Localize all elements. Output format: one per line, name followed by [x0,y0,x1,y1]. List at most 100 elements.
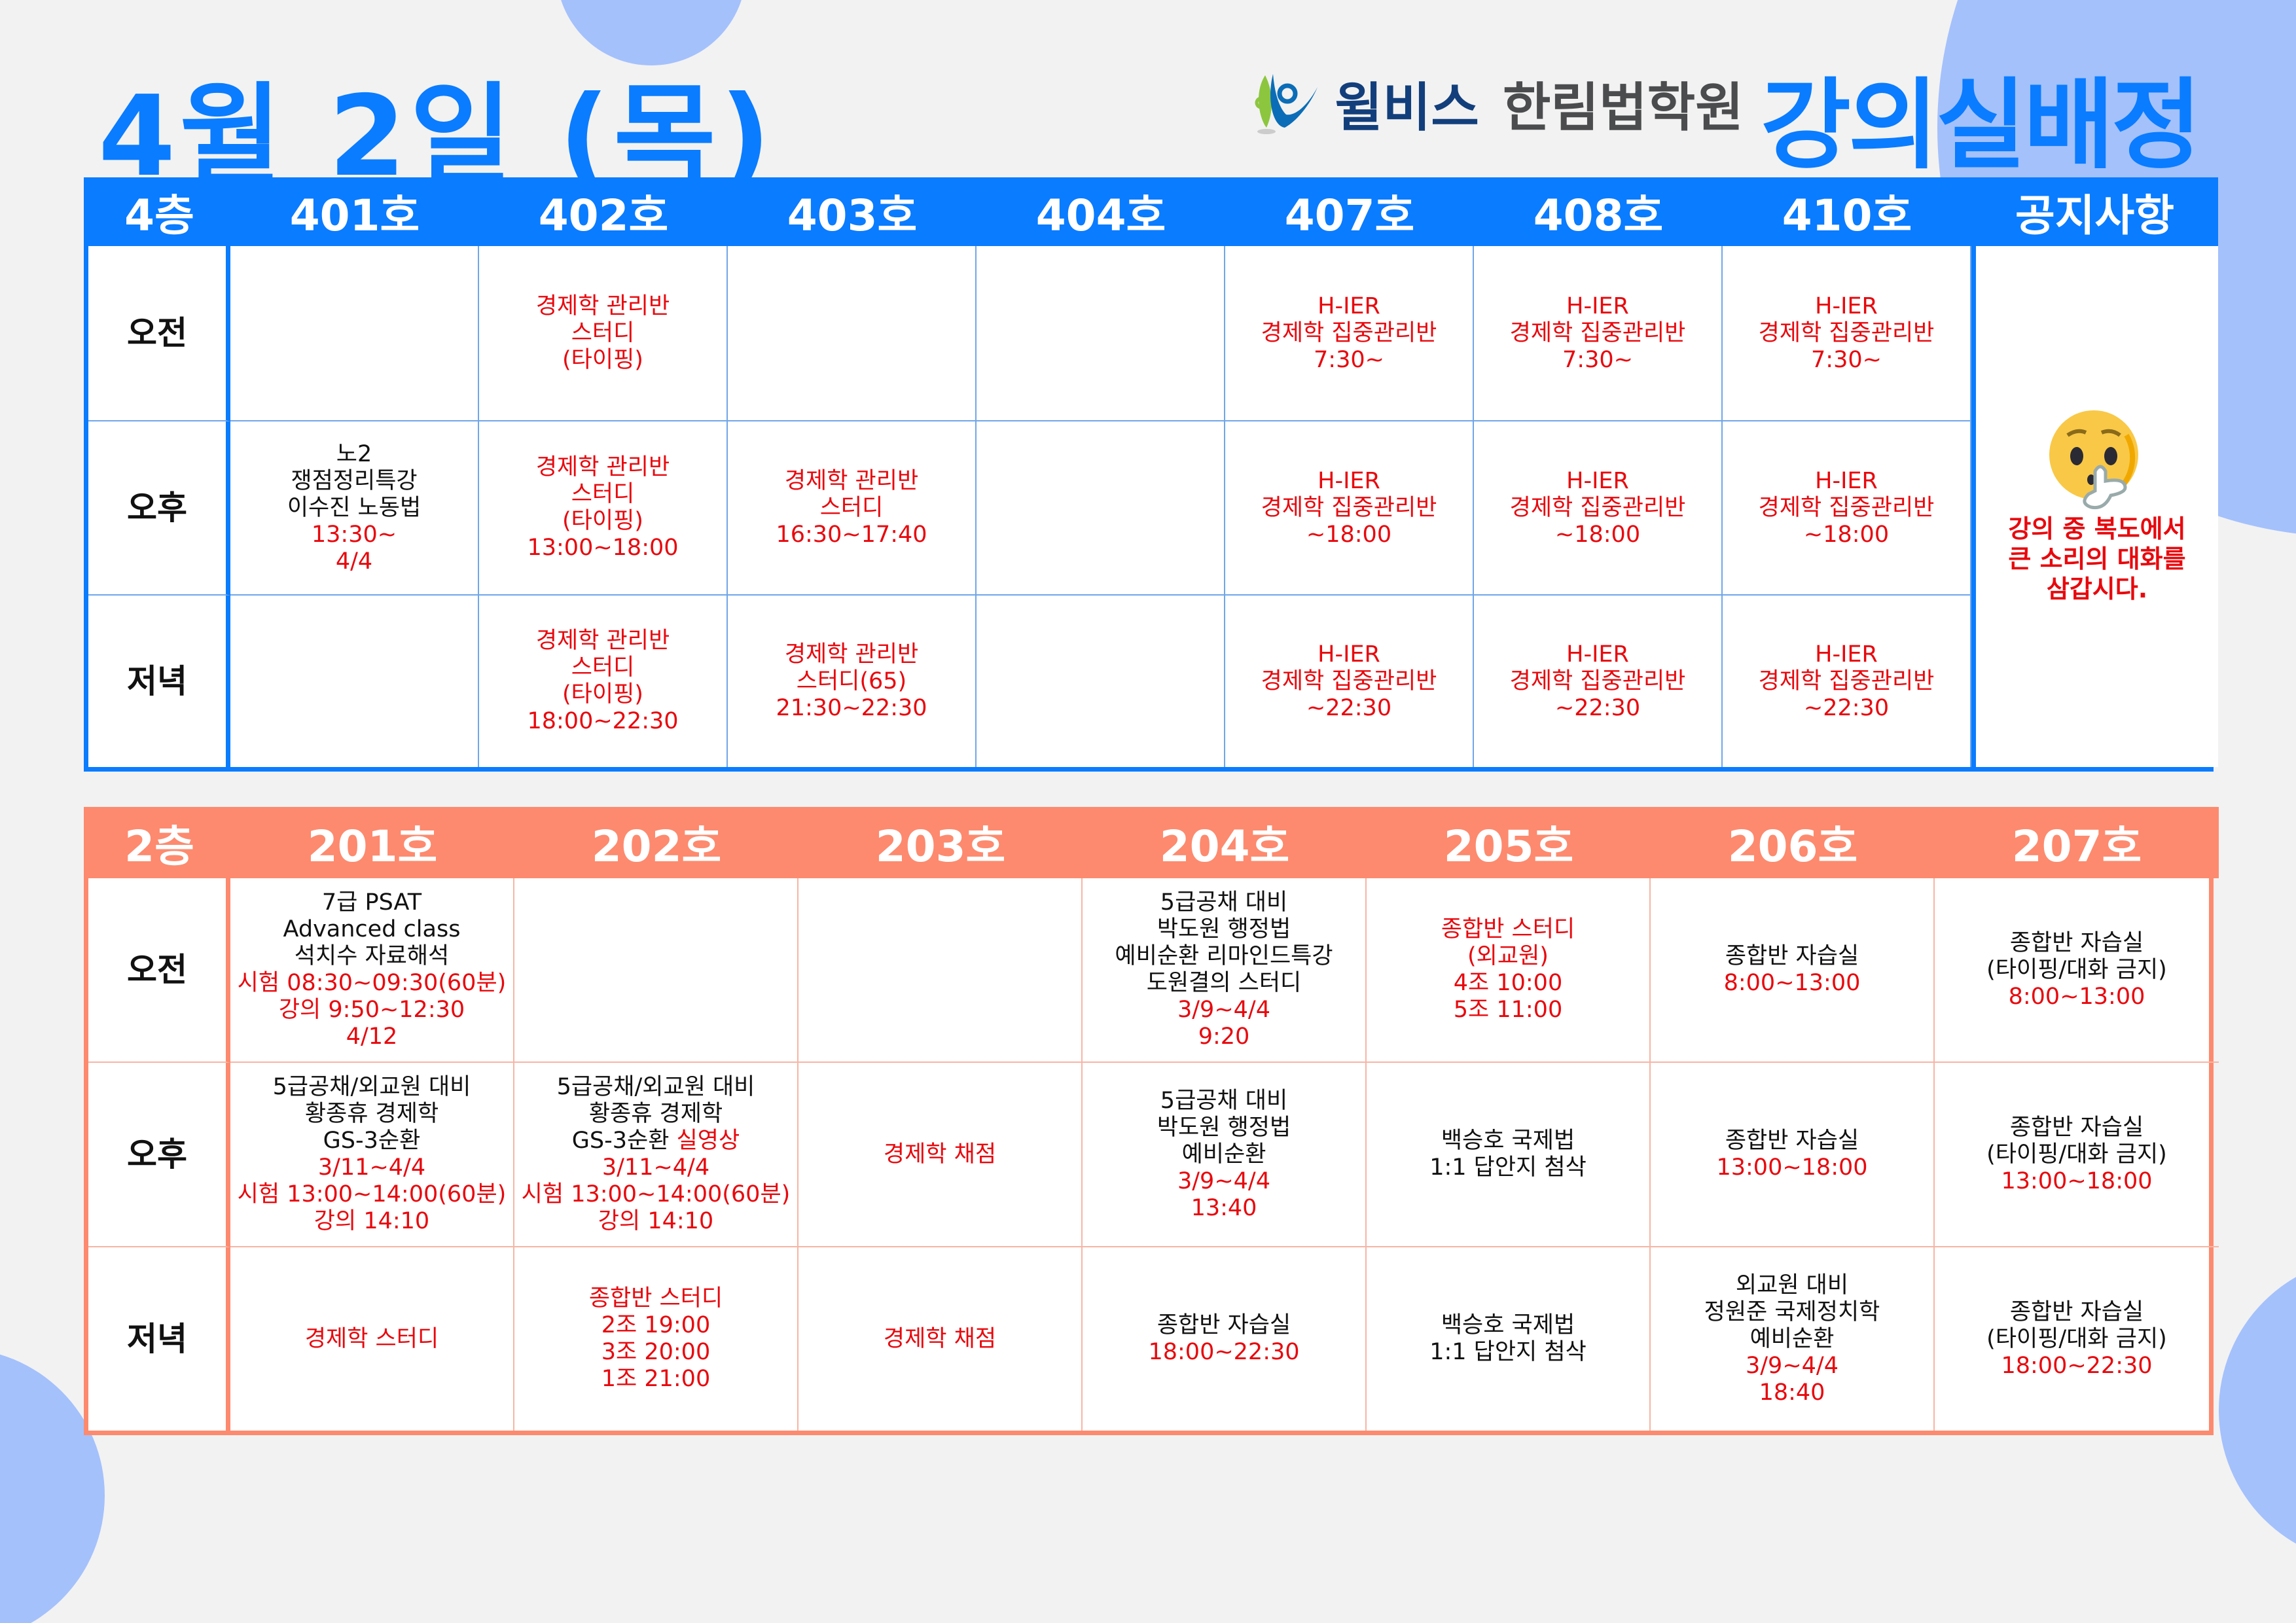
room-header: 204호 [1083,807,1367,878]
schedule-text: 예비순환 리마인드특강 [1115,943,1333,969]
schedule-text: 13:00~18:00 [2001,1168,2153,1194]
schedule-cell: 경제학 채점 [798,1247,1083,1431]
schedule-line: 종합반 자습실 [1157,1312,1291,1339]
schedule-line: 경제학 집중관리반 [1261,495,1437,522]
schedule-text: 5급공채/외교원 대비 [272,1074,471,1100]
schedule-line: (외교원) [1467,943,1549,970]
schedule-line: H-IER [1318,293,1380,320]
shushing-face-icon [2049,410,2138,510]
schedule-cell: 외교원 대비 정원준 국제정치학 예비순환 3/9~4/4 18:40 [1651,1247,1935,1431]
schedule-line: 5급공채/외교원 대비 [273,1074,471,1101]
schedule-line: 황종휴 경제학 [589,1101,723,1128]
schedule-line: 경제학 채점 [884,1326,996,1353]
schedule-text: 4/12 [346,1024,398,1050]
schedule-cell: H-IER 경제학 집중관리반 7:30~ [1225,246,1474,421]
schedule-line: 강의 9:50~12:30 [279,997,465,1024]
schedule-line: 1:1 답안지 첨삭 [1429,1339,1587,1366]
schedule-text: 8:00~13:00 [2008,983,2145,1010]
schedule-text: 예비순환 [1181,1141,1266,1168]
schedule-line: 경제학 집중관리반 [1261,668,1437,695]
schedule-cell: 경제학 관리반 스터디 16:30~17:40 [728,421,977,596]
schedule-cell: 종합반 자습실 (타이핑/대화 금지) 18:00~22:30 [1935,1247,2219,1431]
schedule-text: ~18:00 [1554,521,1641,548]
schedule-line: 쟁점정리특강 [291,468,417,495]
schedule-text: 백승호 국제법 [1441,1312,1575,1338]
schedule-text: 경제학 관리반 [535,454,670,480]
schedule-cell: 종합반 스터디 2조 19:00 3조 20:00 1조 21:00 [514,1247,798,1431]
schedule-text: 4조 10:00 [1453,970,1563,996]
schedule-text: 5조 11:00 [1453,997,1563,1023]
schedule-text: 8:00~13:00 [1723,970,1861,996]
schedule-line: 강의 14:10 [314,1208,429,1235]
schedule-cell: 경제학 관리반 스터디(65) 21:30~22:30 [728,596,977,767]
schedule-line: ~22:30 [1804,695,1889,722]
schedule-text: 13:00~18:00 [527,535,679,561]
schedule-text: 7:30~ [1811,346,1882,373]
schedule-line: 외교원 대비 [1736,1272,1848,1299]
schedule-cell: 종합반 자습실 13:00~18:00 [1651,1063,1935,1247]
schedule-line: (타이핑) [562,347,643,374]
schedule-text: ~22:30 [1554,694,1641,721]
schedule-line: 경제학 집중관리반 [1261,320,1437,347]
schedule-line: 종합반 자습실 [2010,1115,2144,1141]
schedule-line: 3/9~4/4 [1177,1168,1270,1195]
schedule-text: H-IER [1318,293,1380,319]
schedule-text: 16:30~17:40 [776,521,927,548]
schedule-text: GS-3순환 [323,1128,421,1154]
schedule-text: 백승호 국제법 [1441,1128,1575,1154]
schedule-text: 경제학 관리반 [784,641,919,668]
schedule-text: 5급공채 대비 [1160,1087,1288,1114]
room-header: 207호 [1935,807,2219,878]
floor4-schedule-table: 4층 401호 402호 403호 404호 407호 408호 410호 공지사항 오전 경제학 … [84,177,2218,772]
schedule-line: 13:30~ [312,522,397,548]
schedule-line: 경제학 집중관리반 [1510,320,1686,347]
schedule-text: 경제학 집중관리반 [1261,319,1437,346]
schedule-line: 시험 13:00~14:00(60분) [522,1181,791,1208]
schedule-text: 4/4 [335,548,373,575]
logo-academy-text: 한림법학원 [1502,77,1744,138]
schedule-text: 18:00~22:30 [527,708,679,734]
schedule-text: 3/11~4/4 [601,1154,710,1181]
schedule-line: 노2 [336,441,372,468]
schedule-cell: 종합반 자습실 18:00~22:30 [1083,1247,1367,1431]
schedule-text: 7급 PSAT [321,889,422,916]
schedule-line: 백승호 국제법 [1441,1128,1575,1154]
schedule-cell: 백승호 국제법 1:1 답안지 첨삭 [1367,1063,1651,1247]
schedule-line: 예비순환 [1182,1141,1266,1168]
schedule-text: 경제학 집중관리반 [1509,668,1686,694]
schedule-line: 4조 10:00 [1454,970,1562,997]
floor-label: 4층 [88,177,230,246]
schedule-line: 경제학 스터디 [305,1326,439,1353]
schedule-text: (타이핑/대화 금지) [1986,956,2167,983]
schedule-text: 종합반 자습실 [1725,943,1859,969]
schedule-text: 강의 14:10 [598,1208,714,1234]
schedule-line: 박도원 행정법 [1157,1115,1291,1141]
schedule-line: 경제학 관리반 [785,468,918,495]
schedule-text: 스터디(65) [796,668,907,694]
schedule-line: 7:30~ [1811,347,1882,374]
schedule-text: 경제학 채점 [883,1325,997,1352]
schedule-text: 노2 [336,440,372,467]
schedule-cell: 5급공채 대비 박도원 행정법 예비순환 3/9~4/4 13:40 [1083,1063,1367,1247]
schedule-line: 종합반 스터디 [589,1285,723,1312]
schedule-line: 종합반 자습실 [2010,1299,2144,1326]
schedule-text: Advanced class [283,916,461,942]
room-header: 206호 [1651,807,1935,878]
schedule-line: 스터디 [571,654,635,681]
schedule-text: 박도원 행정법 [1157,1114,1291,1141]
page-heading: 강의실배정 [1761,69,2202,183]
schedule-text: 경제학 집중관리반 [1509,319,1686,346]
schedule-cell: 종합반 자습실 (타이핑/대화 금지) 13:00~18:00 [1935,1063,2219,1247]
schedule-text: 경제학 집중관리반 [1261,668,1437,694]
schedule-cell: 종합반 자습실 8:00~13:00 [1651,878,1935,1063]
schedule-line: 백승호 국제법 [1441,1312,1575,1339]
schedule-text: H-IER [1566,293,1629,319]
schedule-text: 예비순환 [1749,1325,1835,1352]
schedule-text: 종합반 자습실 [2009,929,2144,956]
schedule-line: 21:30~22:30 [776,695,927,722]
decor-circle-bottom-left [0,1354,105,1623]
floor-label: 2층 [88,807,230,878]
schedule-text: 스터디 [571,654,635,681]
schedule-text: 경제학 관리반 [535,628,670,654]
room-header: 205호 [1367,807,1651,878]
